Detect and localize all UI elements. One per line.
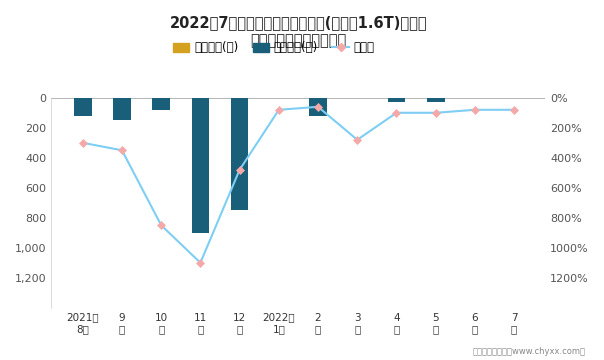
Bar	[427, 98, 445, 102]
Bar	[466, 74, 484, 98]
Bar	[113, 98, 131, 120]
Bar	[388, 98, 405, 102]
Bar	[270, 89, 288, 98]
Bar	[309, 98, 327, 116]
Bar	[231, 98, 248, 210]
Legend: 积压库存(辆), 清仓库存(辆), 产销率: 积压库存(辆), 清仓库存(辆), 产销率	[169, 36, 379, 59]
Bar	[152, 98, 170, 110]
Bar	[191, 98, 209, 233]
Bar	[74, 98, 92, 116]
Text: 制图：智研咨询（www.chyxx.com）: 制图：智研咨询（www.chyxx.com）	[473, 347, 586, 356]
Title: 2022年7月索纳塔旗下最畅销轿车(索纳塔1.6T)近一年
库存情况及产销率统计图: 2022年7月索纳塔旗下最畅销轿车(索纳塔1.6T)近一年 库存情况及产销率统计…	[170, 15, 427, 48]
Bar	[506, 65, 523, 98]
